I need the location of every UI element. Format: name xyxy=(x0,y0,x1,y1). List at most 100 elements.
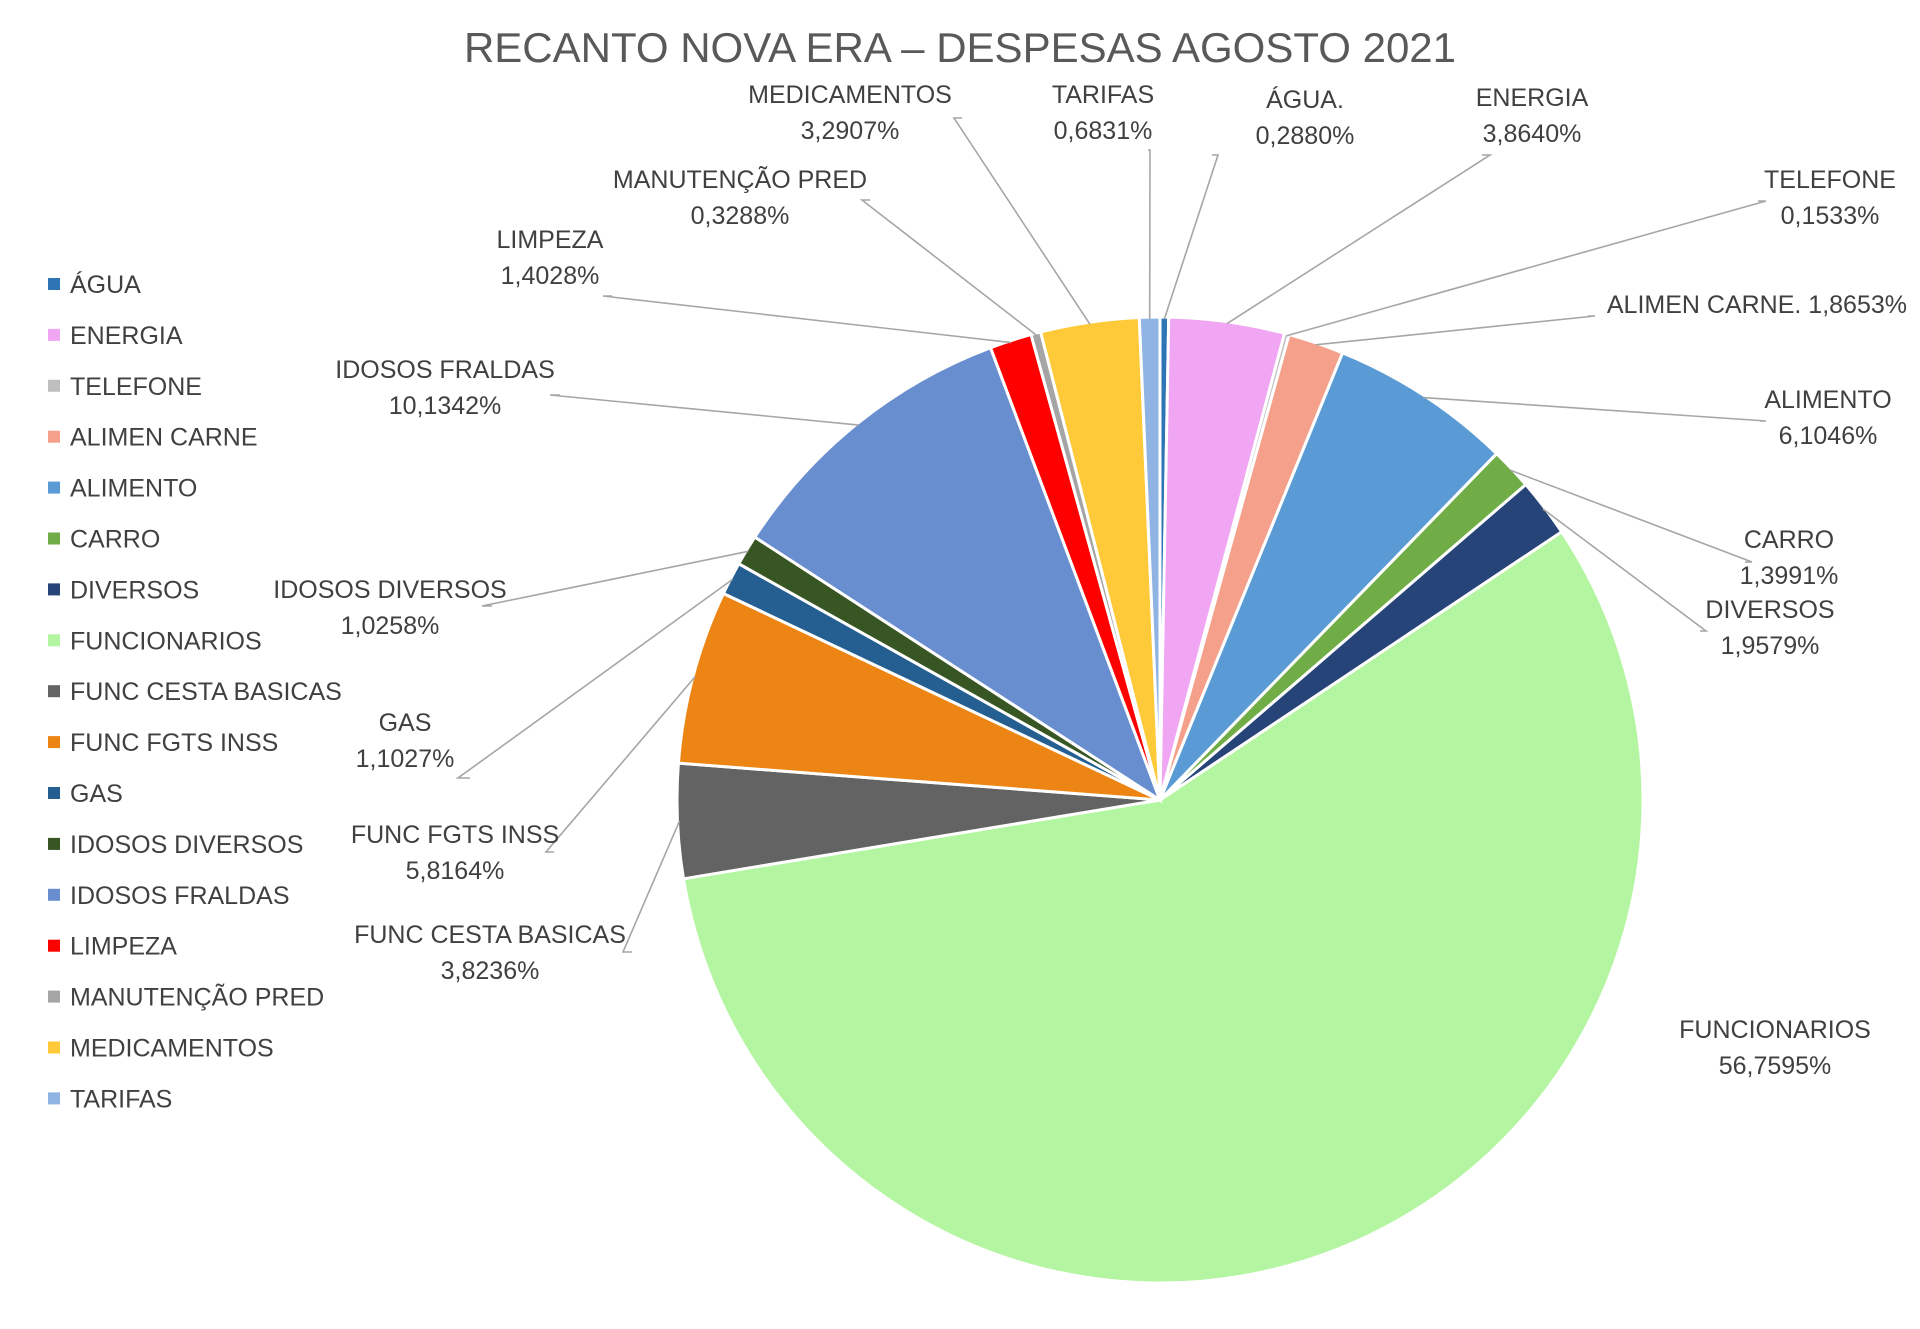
leader-line-idosos-fraldas xyxy=(549,394,859,426)
data-label-value: 0,6831% xyxy=(1054,117,1153,145)
legend-label-func-fgts-inss: FUNC FGTS INSS xyxy=(70,729,278,757)
data-label-value: 1,1027% xyxy=(356,745,455,773)
legend: ÁGUA ENERGIA TELEFONE ALIMEN CARNE ALIMENTO C… xyxy=(48,270,342,1113)
legend-label-tarifas: TARIFAS xyxy=(70,1085,172,1113)
data-label-category: MANUTENÇÃO PRED xyxy=(613,165,867,194)
legend-swatch-energia xyxy=(48,328,60,341)
data-label-category: GAS xyxy=(379,709,432,737)
data-label-func-cesta-basicas: FUNC CESTA BASICAS 3,8236% xyxy=(354,921,626,985)
data-label-carro: CARRO 1,3991% xyxy=(1740,526,1839,590)
leader-line-func-cesta-basicas xyxy=(621,820,681,953)
data-label-value: 56,7595% xyxy=(1719,1052,1832,1080)
legend-label-funcionarios: FUNCIONARIOS xyxy=(70,627,262,655)
data-label-funcionarios: FUNCIONARIOS 56,7595% xyxy=(1679,1016,1871,1080)
data-label-value: 5,8164% xyxy=(406,857,505,885)
legend-swatch-idosos-fraldas xyxy=(48,888,60,901)
data-label-category: ÁGUA. xyxy=(1266,85,1344,114)
legend-label-carro: CARRO xyxy=(70,526,160,554)
data-label-category: TELEFONE xyxy=(1764,166,1896,194)
legend-label-telefone: TELEFONE xyxy=(70,373,202,401)
data-label-value: 3,2907% xyxy=(801,117,900,145)
data-label-category: IDOSOS DIVERSOS xyxy=(273,576,506,604)
data-labels: ÁGUA. 0,2880% ENERGIA 3,8640% TELEFONE 0,1533… xyxy=(273,81,1907,1080)
legend-swatch-manutencao-pred xyxy=(48,990,60,1003)
leader-line-agua xyxy=(1163,154,1220,320)
data-label-value: 1,4028% xyxy=(501,262,600,290)
data-label-value: 3,8640% xyxy=(1483,120,1582,148)
data-label-value: 3,8236% xyxy=(441,957,540,985)
data-label-idosos-diversos: IDOSOS DIVERSOS 1,0258% xyxy=(273,576,506,640)
data-label-alimento: ALIMENTO 6,1046% xyxy=(1764,386,1891,450)
legend-label-agua: ÁGUA xyxy=(70,270,141,299)
data-label-idosos-fraldas: IDOSOS FRALDAS 10,1342% xyxy=(335,356,555,420)
legend-swatch-alimento xyxy=(48,481,60,494)
leader-line-telefone xyxy=(1286,200,1767,337)
pie-slice-idosos-fraldas xyxy=(752,345,1164,804)
data-label-value: 1,9579% xyxy=(1721,632,1820,660)
legend-label-energia: ENERGIA xyxy=(70,322,183,350)
data-label-limpeza: LIMPEZA 1,4028% xyxy=(497,226,604,290)
data-label-category: ALIMENTO xyxy=(1764,386,1891,414)
data-label-manutencao-pred: MANUTENÇÃO PRED 0,3288% xyxy=(613,165,867,230)
legend-swatch-agua xyxy=(48,278,60,290)
pie-slice-alimento xyxy=(1158,350,1499,802)
leader-line-manutencao-pred xyxy=(859,199,1037,336)
legend-swatch-limpeza xyxy=(48,939,60,952)
data-label-category: DIVERSOS xyxy=(1705,596,1834,624)
legend-swatch-func-fgts-inss xyxy=(48,736,60,749)
leader-line-idosos-diversos xyxy=(481,550,749,607)
data-label-tarifas: TARIFAS 0,6831% xyxy=(1052,81,1154,145)
leader-line-gas xyxy=(455,578,734,779)
data-label-category: IDOSOS FRALDAS xyxy=(335,356,555,384)
leader-line-energia xyxy=(1226,154,1493,325)
data-label-category: MEDICAMENTOS xyxy=(748,81,952,109)
legend-swatch-diversos xyxy=(48,583,60,596)
legend-label-medicamentos: MEDICAMENTOS xyxy=(70,1035,274,1063)
legend-label-alimen-carne: ALIMEN CARNE xyxy=(70,424,258,452)
legend-swatch-funcionarios xyxy=(48,634,60,647)
legend-swatch-func-cesta-basicas xyxy=(48,685,60,698)
legend-label-func-cesta-basicas: FUNC CESTA BASICAS xyxy=(70,678,342,706)
data-label-value: 6,1046% xyxy=(1779,422,1878,450)
data-label-energia: ENERGIA 3,8640% xyxy=(1476,84,1589,148)
legend-swatch-telefone xyxy=(48,379,60,392)
legend-label-limpeza: LIMPEZA xyxy=(70,933,177,961)
data-label-diversos: DIVERSOS 1,9579% xyxy=(1705,596,1834,660)
data-label-category: CARRO xyxy=(1744,526,1834,554)
leader-line-alimento xyxy=(1423,396,1767,422)
data-label-medicamentos: MEDICAMENTOS 3,2907% xyxy=(748,81,952,145)
data-label-category: FUNC CESTA BASICAS xyxy=(354,921,626,949)
legend-label-idosos-fraldas: IDOSOS FRALDAS xyxy=(70,882,290,910)
data-label-telefone: TELEFONE 0,1533% xyxy=(1764,166,1896,230)
data-label-text: ALIMEN CARNE. 1,8653% xyxy=(1607,291,1907,319)
data-label-value: 0,2880% xyxy=(1256,122,1355,150)
leader-line-tarifas xyxy=(1148,149,1151,320)
legend-swatch-alimen-carne xyxy=(48,430,60,443)
leader-line-diversos xyxy=(1542,508,1709,632)
data-label-value: 1,0258% xyxy=(341,612,440,640)
data-label-category: TARIFAS xyxy=(1052,81,1154,109)
legend-swatch-carro xyxy=(48,532,60,545)
data-label-func-fgts-inss: FUNC FGTS INSS 5,8164% xyxy=(351,821,559,885)
data-label-category: FUNCIONARIOS xyxy=(1679,1016,1871,1044)
data-label-category: FUNC FGTS INSS xyxy=(351,821,559,849)
leader-lines xyxy=(455,117,1767,953)
data-label-value: 0,1533% xyxy=(1781,202,1880,230)
legend-label-alimento: ALIMENTO xyxy=(70,475,197,503)
leader-line-limpeza xyxy=(602,295,1012,344)
data-label-category: LIMPEZA xyxy=(497,226,604,254)
legend-swatch-medicamentos xyxy=(48,1041,60,1054)
data-label-agua: ÁGUA. 0,2880% xyxy=(1256,85,1355,150)
leader-line-medicamentos xyxy=(952,117,1091,325)
data-label-value: 0,3288% xyxy=(691,202,790,230)
data-label-gas: GAS 1,1027% xyxy=(356,709,455,773)
leader-line-carro xyxy=(1509,469,1753,563)
legend-swatch-tarifas xyxy=(48,1092,60,1105)
pie-slice-func-fgts-inss xyxy=(676,591,1161,802)
legend-swatch-idosos-diversos xyxy=(48,837,60,850)
data-label-category: ENERGIA xyxy=(1476,84,1589,112)
data-label-value: 1,3991% xyxy=(1740,562,1839,590)
data-label-alimen-carne: ALIMEN CARNE. 1,8653% xyxy=(1607,291,1907,319)
